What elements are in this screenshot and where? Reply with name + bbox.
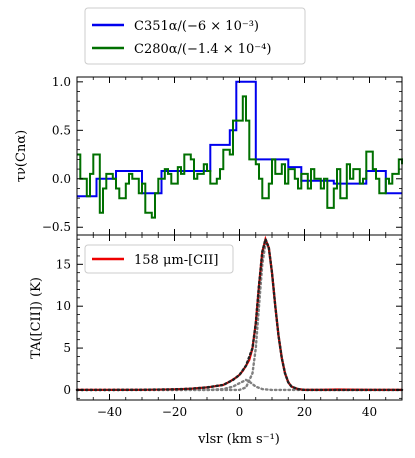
top-ytick-label-3: 1.0 [52, 75, 71, 89]
bottom-y-axis-label: TA([CII]) (K) [29, 277, 44, 359]
top-legend-frame [84, 7, 306, 65]
x-axis-label: vlsr (km s⁻¹) [197, 432, 280, 447]
bottom-series-line-1 [75, 235, 404, 392]
bottom-ticks-group: 0 5 10 15 −40 −20 0 20 40 [56, 235, 403, 419]
x-tick-label-1: −20 [162, 405, 187, 419]
bottom-legend-frame [84, 244, 234, 274]
x-tick-label-4: 40 [362, 405, 377, 419]
bottom-legend: 158 μm-[CII] [84, 244, 234, 274]
top-panel: −0.5 0.0 0.5 1.0 τν(Cnα) [14, 75, 403, 236]
bottom-ytick-label-1: 5 [63, 341, 71, 355]
top-y-axis-label: τν(Cnα) [14, 130, 29, 182]
top-legend-label-0: C351α/(−6 × 10⁻³) [134, 19, 259, 34]
bottom-ytick-label-0: 0 [63, 383, 71, 397]
top-ticks-group: −0.5 0.0 0.5 1.0 [42, 75, 403, 235]
top-legend: C351α/(−6 × 10⁻³) C280α/(−1.4 × 10⁻⁴) [84, 7, 306, 65]
top-panel-frame [76, 76, 403, 236]
top-ytick-label-1: 0.0 [52, 172, 71, 186]
x-tick-label-2: 0 [236, 405, 244, 419]
bottom-ytick-label-3: 15 [56, 257, 71, 271]
top-ytick-label-2: 0.5 [52, 123, 71, 137]
bottom-panel: 0 5 10 15 −40 −20 0 20 40 158 μm-[CII] TA([CII])… [29, 234, 404, 447]
bottom-legend-label-0: 158 μm-[CII] [134, 253, 218, 268]
top-series-line-0 [77, 80, 402, 198]
top-series-group [77, 80, 403, 219]
bottom-series-line-2 [75, 378, 404, 392]
top-legend-label-1: C280α/(−1.4 × 10⁻⁴) [134, 42, 271, 57]
bottom-ytick-label-2: 10 [56, 299, 71, 313]
x-tick-label-0: −40 [97, 405, 122, 419]
x-tick-label-3: 20 [297, 405, 312, 419]
top-ytick-label-0: −0.5 [42, 220, 71, 234]
top-series-line-1 [77, 95, 403, 219]
bottom-series-group [75, 235, 404, 392]
